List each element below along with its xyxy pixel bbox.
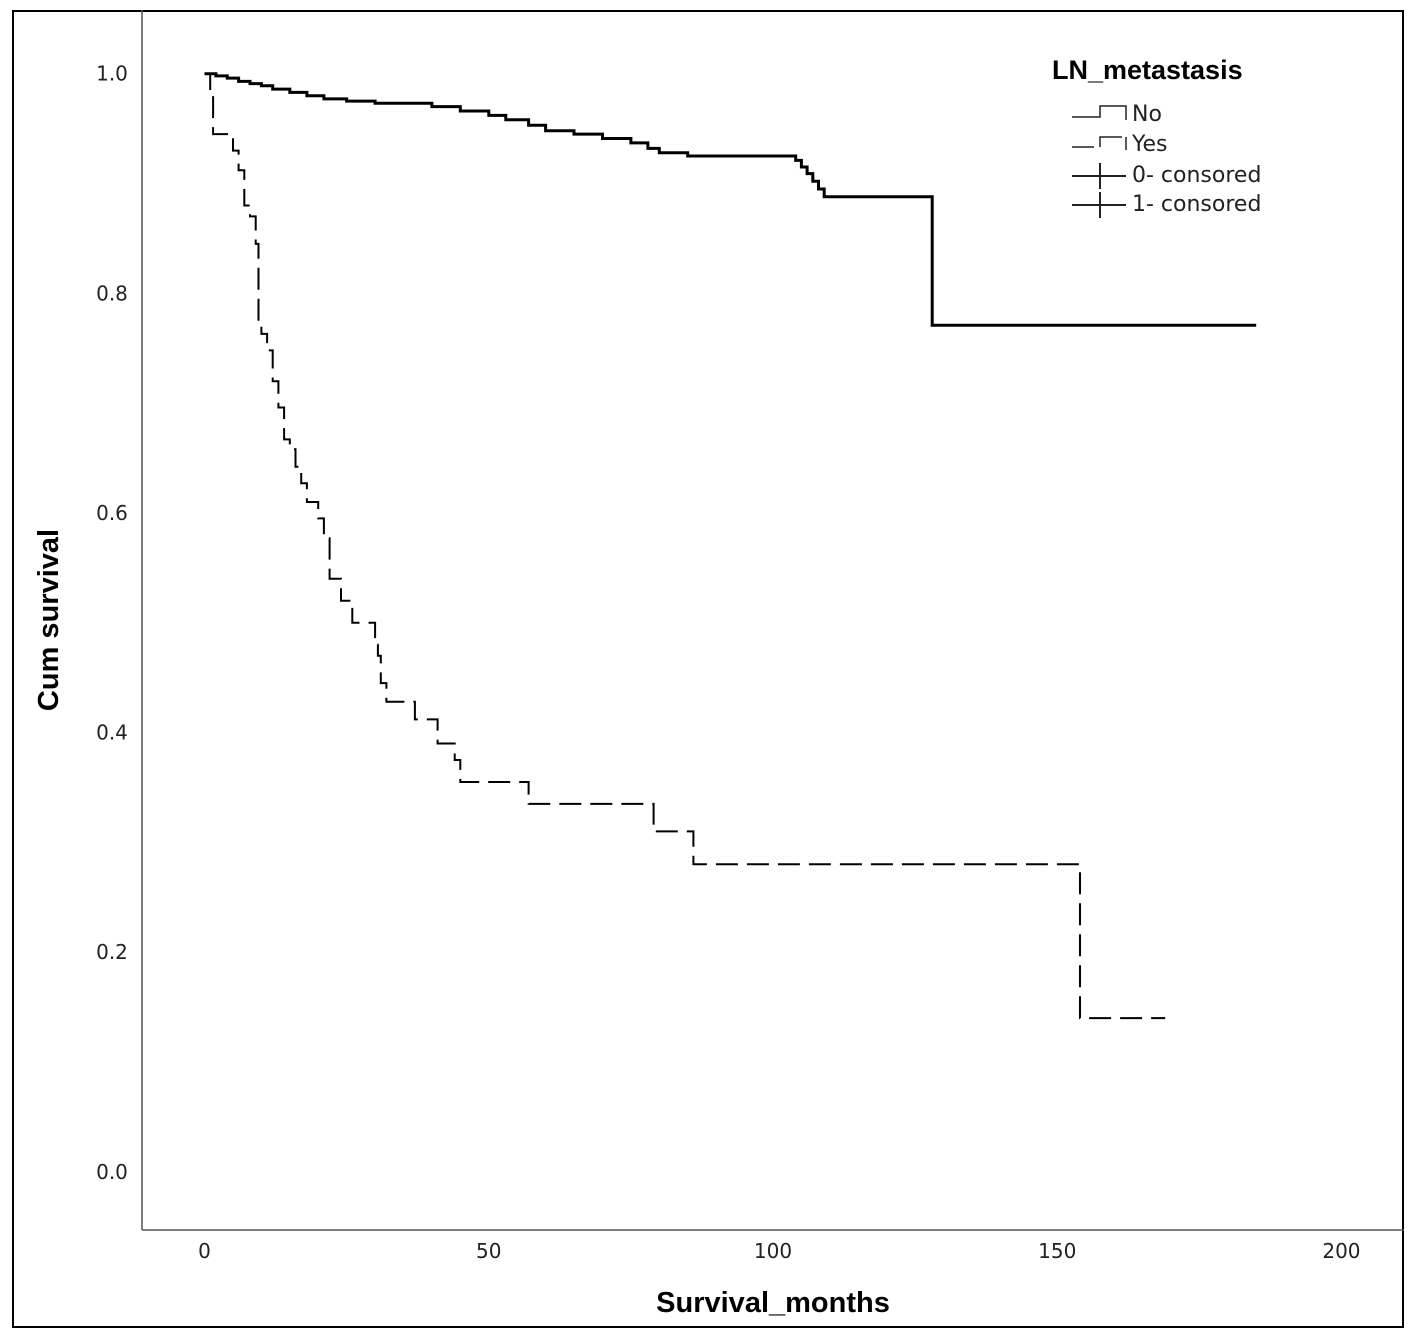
series-yes-curve	[204, 72, 1166, 1020]
legend-yes-label: Yes	[1131, 132, 1168, 157]
y-tick-label: 0.0	[96, 1160, 128, 1184]
x-tick-label: 150	[1038, 1239, 1076, 1263]
y-tick-label: 0.4	[96, 721, 128, 745]
survival-curves	[204, 72, 1257, 1020]
series-no-curve	[204, 72, 1257, 327]
x-tick-label: 0	[198, 1239, 211, 1263]
y-tick-label: 1.0	[96, 62, 128, 86]
tick-labels: 0 50 100 150 200 0.0 0.2 0.4 0.6 0.8 1.0	[96, 62, 1360, 1263]
legend-0-censored-label: 0- consored	[1132, 163, 1261, 188]
legend: LN_metastasis No Yes 0- consored 1- cons…	[1052, 55, 1261, 218]
legend-yes-swatch	[1072, 136, 1127, 150]
legend-no-label: No	[1132, 102, 1162, 127]
legend-entry-yes: Yes	[1072, 132, 1168, 157]
legend-entry-0-censored: 0- consored	[1072, 163, 1261, 189]
y-tick-label: 0.8	[96, 281, 128, 305]
y-axis-label: Cum survival	[33, 529, 65, 711]
legend-no-swatch	[1072, 105, 1127, 120]
legend-entry-no: No	[1072, 102, 1162, 127]
x-axis-label: Survival_months	[656, 1287, 890, 1319]
legend-1-censored-label: 1- consored	[1132, 192, 1261, 217]
y-tick-label: 0.6	[96, 501, 128, 525]
figure-frame	[12, 10, 1404, 1328]
x-tick-label: 50	[476, 1239, 501, 1263]
legend-title: LN_metastasis	[1052, 55, 1243, 85]
legend-0-censored-marker	[1072, 163, 1126, 189]
x-tick-label: 200	[1322, 1239, 1360, 1263]
legend-entry-1-censored: 1- consored	[1072, 192, 1261, 218]
x-tick-label: 100	[754, 1239, 792, 1263]
axes	[141, 10, 1404, 1231]
y-tick-label: 0.2	[96, 940, 128, 964]
legend-1-censored-marker	[1072, 192, 1126, 218]
